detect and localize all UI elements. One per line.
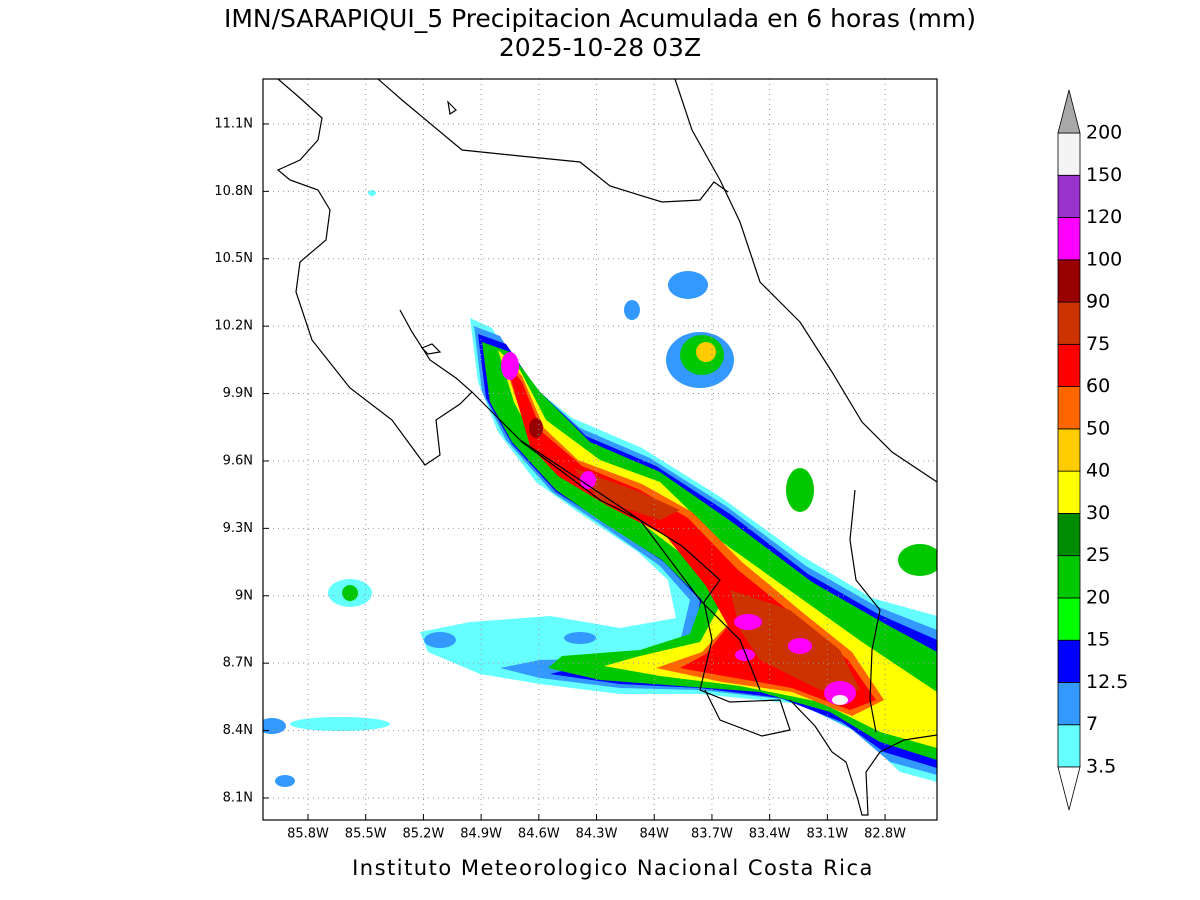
- x-tick-label: 83.1W: [806, 827, 848, 842]
- y-tick-label: 8.1N: [223, 790, 253, 805]
- y-tick-label: 10.5N: [214, 251, 253, 266]
- colorbar-label: 75: [1086, 333, 1110, 355]
- x-tick-label: 84.3W: [576, 827, 618, 842]
- colorbar-label: 150: [1086, 164, 1122, 186]
- x-tick-label: 85.5W: [345, 827, 387, 842]
- colorbar-label: 3.5: [1086, 756, 1116, 778]
- x-tick-label: 82.8W: [864, 827, 906, 842]
- colorbar-box: [1057, 259, 1081, 303]
- y-tick-label: 9.6N: [223, 453, 253, 468]
- map-frame: [262, 78, 938, 821]
- subtitle: 2025-10-28 03Z: [499, 33, 701, 62]
- y-tick-label: 8.4N: [223, 723, 253, 738]
- colorbar-label: 60: [1086, 375, 1110, 397]
- colorbar-box: [1057, 217, 1081, 261]
- colorbar-box: [1057, 555, 1081, 599]
- colorbar-box: [1057, 682, 1081, 726]
- colorbar-over: [1057, 89, 1081, 134]
- x-tick-label: 83.4W: [749, 827, 791, 842]
- colorbar-box: [1057, 470, 1081, 514]
- colorbar-under: [1057, 766, 1081, 811]
- colorbar: 3.5 7 12.5 15 20 25 30 40 50 60 75 90 100 120 150 200: [1057, 89, 1128, 811]
- x-tick-label: 84.9W: [460, 827, 502, 842]
- colorbar-label: 12.5: [1086, 671, 1128, 693]
- colorbar-label: 20: [1086, 586, 1110, 608]
- x-tick-label: 83.7W: [691, 827, 733, 842]
- colorbar-label: 90: [1086, 291, 1110, 313]
- colorbar-box: [1057, 132, 1081, 176]
- colorbar-box: [1057, 597, 1081, 641]
- footer: Instituto Meteorologico Nacional Costa R…: [352, 856, 874, 880]
- colorbar-label: 40: [1086, 460, 1110, 482]
- x-tick-label: 84.6W: [518, 827, 560, 842]
- colorbar-label: 50: [1086, 417, 1110, 439]
- coastlines: [276, 79, 937, 816]
- colorbar-box: [1057, 174, 1081, 218]
- y-tick-label: 10.8N: [214, 184, 253, 199]
- colorbar-label: 25: [1086, 544, 1110, 566]
- x-tick-label: 85.8W: [287, 827, 329, 842]
- colorbar-box: [1057, 428, 1081, 472]
- y-tick-label: 9.9N: [223, 386, 253, 401]
- y-tick-label: 9.3N: [223, 521, 253, 536]
- x-tick-label: 85.2W: [403, 827, 445, 842]
- colorbar-label: 30: [1086, 502, 1110, 524]
- y-tick-label: 9N: [235, 588, 253, 603]
- colorbar-box: [1057, 343, 1081, 388]
- colorbar-label: 120: [1086, 206, 1122, 228]
- colorbar-label: 15: [1086, 629, 1110, 651]
- x-tick-label: 84W: [640, 827, 670, 842]
- graticule: [263, 79, 937, 820]
- colorbar-box: [1057, 639, 1081, 683]
- colorbar-label: 100: [1086, 248, 1122, 270]
- y-tick-label: 11.1N: [214, 116, 253, 131]
- precipitation: [263, 190, 937, 787]
- colorbar-label: 200: [1086, 122, 1122, 144]
- colorbar-box: [1057, 386, 1081, 430]
- colorbar-label: 7: [1086, 713, 1098, 735]
- colorbar-box: [1057, 301, 1081, 345]
- colorbar-box: [1057, 724, 1081, 768]
- y-tick-label: 10.2N: [214, 319, 253, 334]
- colorbar-box: [1057, 513, 1081, 557]
- title: IMN/SARAPIQUI_5 Precipitacion Acumulada …: [224, 4, 976, 33]
- y-tick-label: 8.7N: [223, 656, 253, 671]
